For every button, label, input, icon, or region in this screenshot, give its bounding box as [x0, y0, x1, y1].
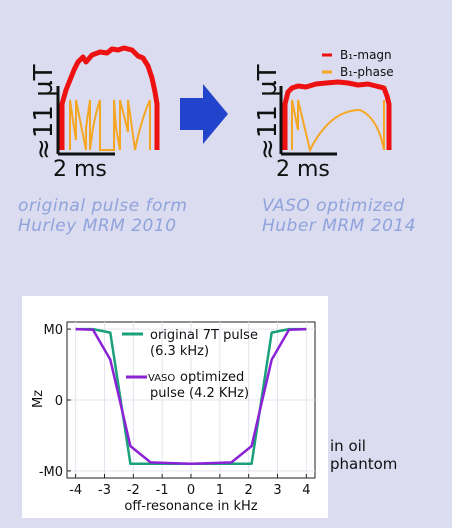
x-tick-label: -2: [127, 483, 140, 498]
right-caption-line2: Huber MRM 2014: [262, 216, 417, 236]
left-time-label: 2 ms: [53, 157, 107, 182]
x-tick-label: 4: [302, 483, 310, 498]
legend-magn-label: B₁-magn: [340, 48, 392, 62]
phantom-note-line1: in oil: [330, 437, 366, 455]
legend-series-2-line2: pulse (4.2 KHz): [150, 386, 249, 401]
right-scale-label: ≈11 µT: [253, 64, 283, 160]
x-tick-label: -1: [156, 483, 169, 498]
phantom-note-line2: phantom: [330, 455, 398, 473]
x-tick-label: 3: [273, 483, 281, 498]
left-scale-label: ≈11 µT: [29, 64, 59, 160]
x-tick-label: 0: [187, 483, 195, 498]
left-pulse-panel: ≈11 µT 2 ms: [29, 45, 160, 182]
left-phase-curve: [69, 99, 151, 151]
right-magnitude-curve: [282, 79, 392, 150]
legend-series-1-line1: original 7T pulse: [150, 328, 258, 343]
x-tick-label: -4: [69, 483, 82, 498]
grid: [67, 322, 315, 478]
mz-chart: -4 -3 -2 -1 0 1 2 3 4 M0 0 -M0 Mz off-resonance in…: [22, 296, 328, 518]
x-tick-label: 2: [245, 483, 253, 498]
x-ticks: -4 -3 -2 -1 0 1 2 3 4: [69, 474, 310, 498]
right-time-label: 2 ms: [276, 157, 330, 182]
y-tick-label: -M0: [39, 465, 63, 480]
series-line-2: [75, 327, 307, 466]
right-arrow-icon: [180, 84, 228, 144]
left-caption-line2: Hurley MRM 2010: [18, 216, 177, 236]
legend-series-2-prefix: VASO: [148, 373, 175, 384]
left-magnitude-curve: [59, 45, 160, 150]
pulse-legend: B₁-magn B₁-phase: [322, 48, 394, 79]
x-axis-label: off-resonance in kHz: [124, 499, 257, 514]
y-tick-label: 0: [55, 394, 63, 409]
legend-phase-label: B₁-phase: [340, 65, 394, 79]
chart-legend: original 7T pulse (6.3 kHz) VASO optimiz…: [122, 328, 258, 401]
x-tick-label: -3: [98, 483, 111, 498]
phantom-note: in oil phantom: [330, 437, 397, 473]
right-pulse-panel: ≈11 µT 2 ms B₁-magn B₁-phase: [253, 48, 394, 182]
left-caption-line1: original pulse form: [18, 196, 188, 216]
x-tick-label: 1: [216, 483, 224, 498]
y-tick-label: M0: [44, 323, 64, 338]
legend-series-2-line1: optimized: [180, 370, 244, 385]
y-ticks: M0 0 -M0: [39, 323, 71, 480]
series-lines: [75, 327, 307, 466]
legend-series-1-line2: (6.3 kHz): [150, 344, 209, 359]
right-caption-line1: VASO optimized: [262, 196, 405, 216]
y-axis-label: Mz: [31, 390, 46, 408]
right-phase-curve: [291, 99, 385, 153]
